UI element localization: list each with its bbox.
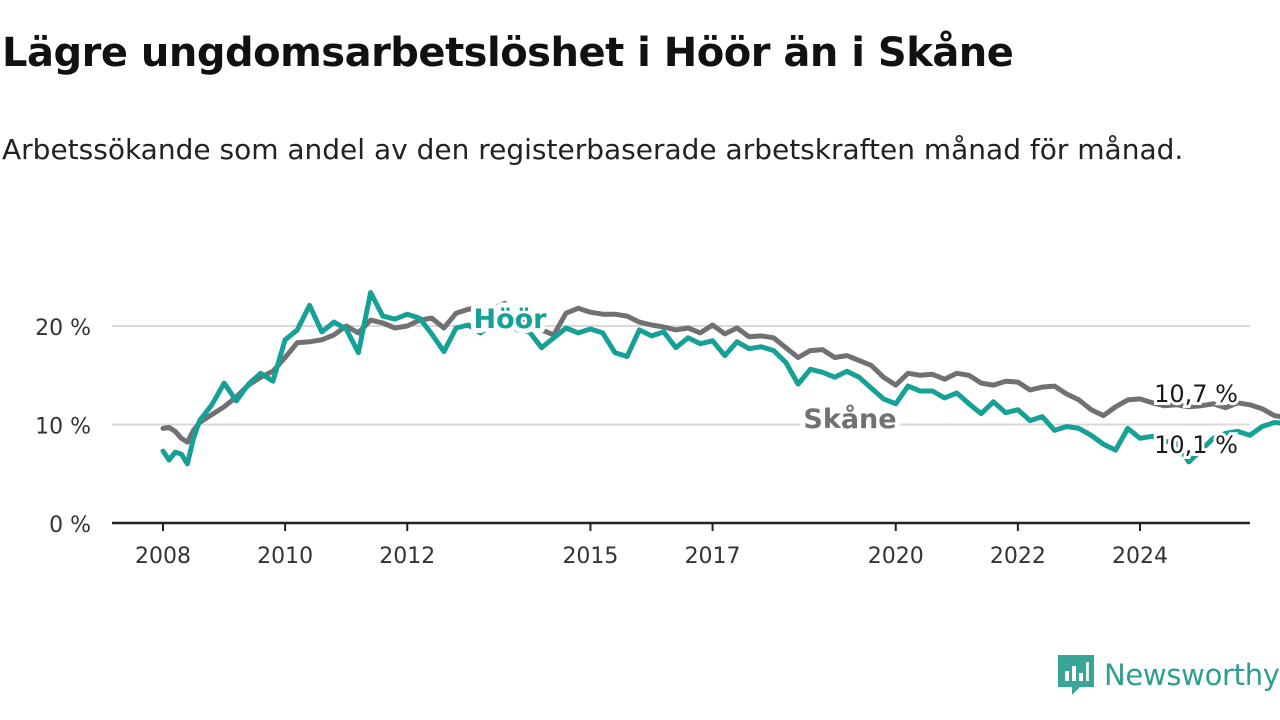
end-value-label-skane: 10,7 % [1154, 380, 1238, 408]
x-tick-label: 2012 [379, 544, 435, 569]
y-tick-label: 20 % [35, 316, 91, 341]
newsworthy-brand: Newsworthy [1058, 653, 1280, 697]
x-tick-label: 2022 [990, 544, 1046, 569]
x-tick-label: 2010 [257, 544, 313, 569]
chart-subtitle: Arbetssökande som andel av den registerb… [2, 133, 1184, 166]
x-tick-label: 2020 [868, 544, 924, 569]
y-tick-label: 0 % [49, 513, 91, 538]
series-layer [160, 290, 1280, 467]
x-tick-label: 2017 [685, 544, 741, 569]
label-layer: Höör Skåne 10,7 % 10,1 % [468, 299, 1240, 462]
axis-layer: 0 % 10 % 20 % 2008 2010 2012 2015 2017 2020 2022 2… [35, 316, 1250, 569]
x-tick-label: 2024 [1112, 544, 1168, 569]
end-value-label-hoor: 10,1 % [1154, 431, 1238, 459]
x-tick-label: 2015 [562, 544, 618, 569]
series-line-hoor [160, 290, 1280, 467]
series-label-skane: Skåne [803, 403, 896, 435]
y-tick-label: 10 % [35, 415, 91, 440]
brand-name: Newsworthy [1104, 658, 1280, 692]
series-label-hoor: Höör [473, 304, 547, 335]
series-line-skane [160, 300, 1280, 445]
newsworthy-logo-icon [1058, 655, 1094, 695]
x-tick-label: 2008 [135, 544, 191, 569]
chart-title: Lägre ungdomsarbetslöshet i Höör än i Sk… [2, 30, 1014, 76]
